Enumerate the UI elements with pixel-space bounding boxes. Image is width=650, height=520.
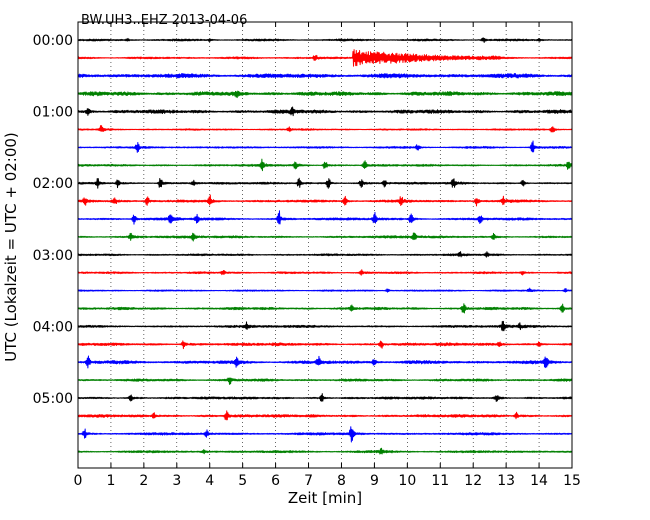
x-tick-label: 9 — [370, 473, 379, 489]
trace-0530 — [77, 426, 573, 443]
x-tick-label: 1 — [106, 473, 115, 489]
x-tick-label: 6 — [271, 473, 280, 489]
trace-0300 — [77, 251, 573, 258]
x-tick-label: 3 — [172, 473, 181, 489]
x-tick-label: 11 — [431, 473, 449, 489]
trace-0515 — [77, 410, 573, 421]
x-tick-label: 8 — [337, 473, 346, 489]
y-tick-label: 02:00 — [33, 176, 73, 192]
trace-0415 — [77, 340, 573, 350]
trace-0430 — [77, 355, 573, 369]
trace-0400 — [77, 320, 573, 332]
trace-0500 — [77, 393, 573, 402]
grid-lines — [110, 22, 540, 468]
trace-0015 — [77, 49, 573, 67]
y-tick-label: 01:00 — [33, 105, 73, 121]
x-tick-label: 4 — [205, 473, 214, 489]
trace-0545 — [77, 447, 573, 455]
trace-0145 — [77, 158, 573, 172]
x-tick-label: 2 — [139, 473, 148, 489]
y-tick-label: 04:00 — [33, 319, 73, 335]
x-tick-label: 0 — [74, 473, 83, 489]
y-tick-label: 05:00 — [33, 391, 73, 407]
x-tick-label: 7 — [304, 473, 313, 489]
trace-0115 — [77, 125, 573, 133]
x-tick-label: 12 — [464, 473, 482, 489]
chart-title: BW.UH3..EHZ 2013-04-06 — [81, 13, 247, 28]
trace-0445 — [77, 377, 573, 385]
x-tick-label: 15 — [563, 473, 581, 489]
trace-0045 — [77, 90, 573, 99]
x-tick-label: 5 — [238, 473, 247, 489]
tick-layer: 0 1 2 3 4 5 6 7 8 9 10 11 12 13 14 1500:0001:0002:0003:… — [33, 22, 581, 489]
y-tick-label: 03:00 — [33, 248, 73, 264]
trace-0200 — [77, 177, 573, 189]
trace-0315 — [77, 269, 573, 276]
trace-0245 — [77, 232, 573, 242]
trace-0330 — [77, 287, 573, 293]
trace-0100 — [77, 106, 573, 117]
y-tick-label: 00:00 — [33, 33, 73, 49]
y-axis-label: UTC (Lokalzeit = UTC + 02:00) — [2, 132, 20, 362]
x-tick-label: 10 — [398, 473, 416, 489]
x-tick-label: 14 — [530, 473, 548, 489]
trace-0345 — [77, 303, 573, 314]
trace-0130 — [77, 140, 573, 153]
trace-layer — [77, 37, 573, 455]
trace-0230 — [77, 210, 573, 225]
trace-0215 — [77, 194, 573, 207]
x-tick-label: 13 — [497, 473, 515, 489]
plot-frame — [77, 21, 573, 469]
trace-0030 — [77, 72, 573, 79]
trace-0000 — [77, 37, 573, 43]
x-axis-label: Zeit [min] — [288, 489, 362, 507]
